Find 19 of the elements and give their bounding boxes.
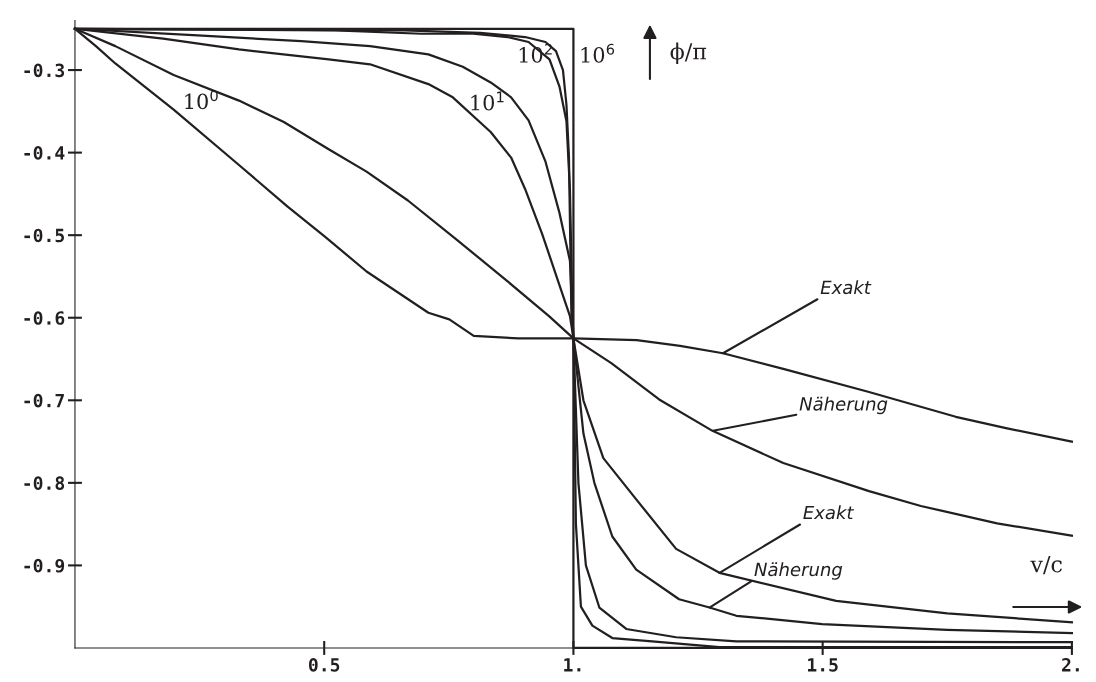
x-tick-label: 1.	[564, 658, 581, 672]
y-tick-label: -0.5	[24, 228, 65, 243]
y-tick-label: -0.9	[24, 558, 65, 573]
y-axis-title: ϕ/π	[670, 42, 707, 64]
y-tick-label: -0.8	[24, 476, 65, 490]
x-axis-title: v/c	[1030, 555, 1062, 575]
annotation: 10$^{6}$	[581, 43, 615, 63]
annotation: Exakt	[820, 280, 872, 295]
y-tick-label: -0.4	[24, 146, 65, 160]
annotation: Näherung	[754, 562, 843, 580]
x-tick-label: 1.5	[808, 658, 838, 672]
x-tick-label: 0.5	[308, 658, 340, 672]
y-tick-label: -0.7	[24, 393, 64, 408]
annotation: Exakt	[803, 505, 855, 520]
annotation: 10$^{1}$	[471, 91, 504, 111]
y-tick-label: -0.6	[24, 311, 65, 325]
x-tick-label: 2.	[1062, 658, 1079, 672]
y-tick-label: -0.3	[24, 63, 65, 78]
annotation: Näherung	[799, 396, 888, 415]
